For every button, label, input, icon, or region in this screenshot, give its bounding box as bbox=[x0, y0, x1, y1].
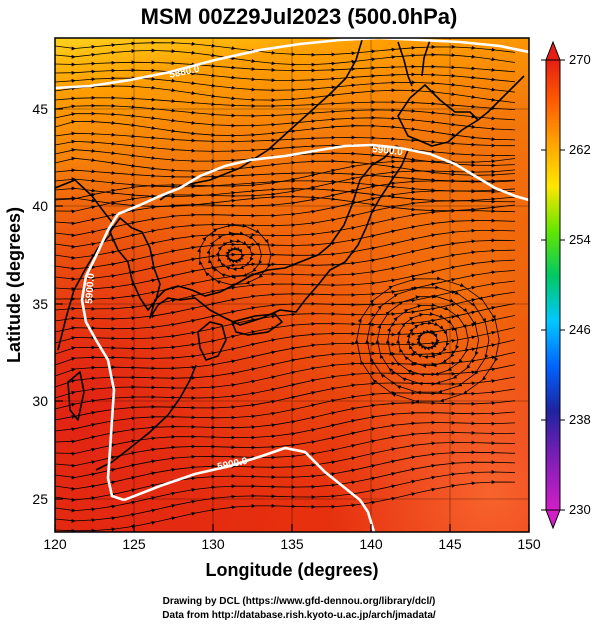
colorbar-gradient bbox=[545, 59, 561, 511]
contour-label-5900-west: 5900.0 bbox=[84, 272, 97, 304]
x-tick-label: 130 bbox=[201, 536, 225, 552]
colorbar-tick-label: 270 bbox=[569, 52, 591, 67]
height-contours bbox=[55, 38, 529, 532]
contour-5900-south bbox=[123, 446, 376, 532]
x-tick-label: 145 bbox=[438, 536, 462, 552]
colorbar-top-arrow bbox=[545, 40, 561, 61]
contour-5880 bbox=[55, 38, 529, 90]
y-tick-label: 35 bbox=[32, 296, 48, 312]
contour-5900-north bbox=[117, 143, 529, 216]
credit-data: Data from http://database.rish.kyoto-u.a… bbox=[162, 610, 436, 621]
colorbar-tick-label: 246 bbox=[569, 322, 591, 337]
x-tick-label: 120 bbox=[43, 536, 67, 552]
colorbar-tick-label: 230 bbox=[569, 502, 591, 517]
coastlines bbox=[55, 39, 525, 471]
y-tick-label: 40 bbox=[32, 198, 48, 214]
x-axis-label: Longitude (degrees) bbox=[205, 560, 378, 580]
colorbar-tick-label: 262 bbox=[569, 142, 591, 157]
colorbar-tick-label: 238 bbox=[569, 412, 591, 427]
y-tick-labels: 25 30 35 40 45 bbox=[32, 101, 48, 507]
streamline-eddy bbox=[197, 223, 272, 288]
contour-5900-west bbox=[80, 213, 125, 502]
chart-title: MSM 00Z29Jul2023 (500.0hPa) bbox=[141, 4, 458, 29]
streamline-southerly bbox=[55, 480, 516, 532]
x-tick-label: 135 bbox=[280, 536, 304, 552]
x-tick-labels: 120 125 130 135 140 145 150 bbox=[43, 536, 541, 552]
contour-label-5900-north: 5900.0 bbox=[372, 144, 404, 158]
x-tick-label: 140 bbox=[359, 536, 383, 552]
x-tick-label: 150 bbox=[517, 536, 541, 552]
colorbar: 270 262 254 246 238 230 bbox=[541, 40, 591, 530]
axis-tick-marks bbox=[54, 108, 530, 532]
y-tick-label: 25 bbox=[32, 491, 48, 507]
colorbar-bottom-arrow bbox=[545, 509, 561, 530]
map-plot-area: 5880.0 5900.0 5900.0 5900.0 bbox=[55, 38, 529, 532]
y-tick-label: 45 bbox=[32, 101, 48, 117]
x-tick-label: 125 bbox=[122, 536, 146, 552]
y-tick-label: 30 bbox=[32, 393, 48, 409]
credit-drawing: Drawing by DCL (https://www.gfd-dennou.o… bbox=[163, 596, 436, 607]
y-axis-label: Latitude (degrees) bbox=[4, 207, 24, 363]
colorbar-tick-label: 254 bbox=[569, 232, 591, 247]
streamline-eddy bbox=[354, 276, 500, 404]
